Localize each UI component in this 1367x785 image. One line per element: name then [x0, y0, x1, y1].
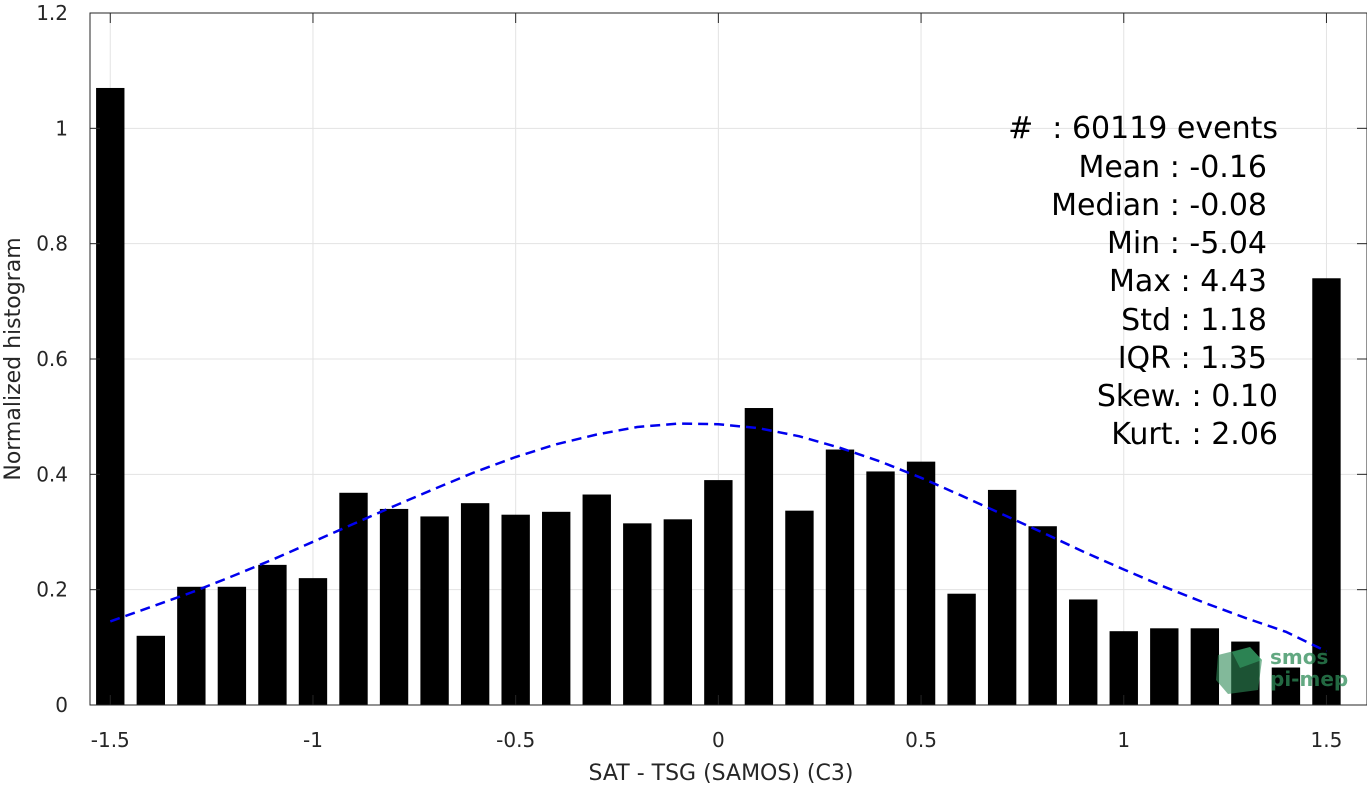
histogram-bar: [298, 578, 328, 705]
histogram-bar: [217, 586, 247, 705]
logo-text-pimep: pi-mep: [1270, 667, 1348, 691]
y-tick-label: 0.4: [36, 462, 68, 486]
x-tick-label: 1.5: [1311, 728, 1343, 752]
stat-mean: Mean : -0.16: [1078, 150, 1267, 185]
y-axis-ticks: 0 0.2 0.4 0.6 0.8 1 1.2: [36, 1, 1367, 717]
histogram-bar: [582, 494, 611, 705]
y-axis-label: Normalized histogram: [1, 237, 26, 480]
x-axis-label: SAT - TSG (SAMOS) (C3): [589, 761, 854, 785]
histogram-bar: [1190, 628, 1220, 705]
y-tick-label: 1: [55, 116, 68, 140]
x-axis-ticks: -1.5 -1 -0.5 0 0.5 1 1.5: [91, 13, 1343, 752]
histogram-bar: [623, 523, 652, 705]
histogram-bar: [420, 516, 449, 705]
y-tick-label: 1.2: [36, 1, 68, 25]
y-tick-label: 0.2: [36, 578, 68, 602]
stat-min: Min : -5.04: [1107, 226, 1267, 261]
histogram-bar: [1150, 628, 1179, 705]
normal-fit-curve: [109, 422, 1328, 653]
histogram-bar: [1028, 526, 1057, 705]
histogram-bar: [96, 87, 125, 705]
y-tick-label: 0: [55, 693, 68, 717]
histogram-bar: [663, 519, 693, 705]
histogram-bar: [379, 508, 409, 705]
logo-text-smos: smos: [1270, 645, 1328, 669]
x-tick-label: -1.5: [91, 728, 130, 752]
histogram-bar: [1109, 631, 1138, 705]
histogram-bar: [1271, 667, 1301, 705]
histogram-bar: [704, 480, 733, 705]
stats-box: # : 60119 events Mean : -0.16 Median : -…: [1008, 111, 1278, 452]
histogram-bar: [460, 503, 490, 705]
histogram-bar: [1312, 278, 1341, 705]
smos-pimep-logo: smos pi-mep: [1216, 645, 1348, 694]
histogram-bar: [785, 510, 814, 705]
histogram-bar: [339, 492, 368, 705]
stat-kurt: Kurt. : 2.06: [1111, 417, 1278, 452]
stat-std: Std : 1.18: [1121, 303, 1267, 338]
stat-skew: Skew. : 0.10: [1097, 379, 1278, 414]
histogram-bar: [906, 461, 936, 705]
histogram-bar: [542, 511, 571, 705]
x-tick-label: 0.5: [905, 728, 937, 752]
histogram-bar: [1069, 599, 1098, 705]
bars: [96, 87, 1341, 705]
histogram-bar: [866, 471, 895, 705]
y-tick-label: 0.8: [36, 232, 68, 256]
histogram-bar: [947, 593, 976, 705]
x-tick-label: 0: [712, 728, 725, 752]
x-tick-label: -0.5: [496, 728, 535, 752]
histogram-bar: [744, 408, 774, 705]
histogram-bar: [825, 449, 855, 705]
stat-events: # : 60119 events: [1008, 111, 1278, 146]
x-tick-label: 1: [1117, 728, 1130, 752]
x-tick-label: -1: [303, 728, 323, 752]
stat-median: Median : -0.08: [1051, 188, 1267, 223]
histogram-bar: [987, 489, 1017, 705]
stat-iqr: IQR : 1.35: [1118, 341, 1267, 376]
histogram-bar: [136, 635, 165, 705]
logo-mark-facet-icon: [1232, 647, 1262, 668]
y-tick-label: 0.6: [36, 347, 68, 371]
histogram-bar: [177, 586, 206, 705]
histogram-bar: [501, 514, 530, 705]
histogram-bar: [258, 564, 287, 705]
stat-max: Max : 4.43: [1109, 264, 1267, 299]
